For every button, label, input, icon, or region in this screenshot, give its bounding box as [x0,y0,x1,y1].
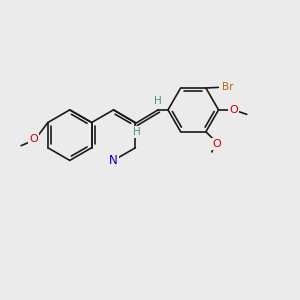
Text: H: H [134,127,141,137]
Text: O: O [212,139,221,149]
Text: O: O [29,134,38,144]
Text: N: N [109,154,118,167]
Text: O: O [230,105,238,115]
Text: Br: Br [222,82,234,92]
Text: H: H [154,96,162,106]
